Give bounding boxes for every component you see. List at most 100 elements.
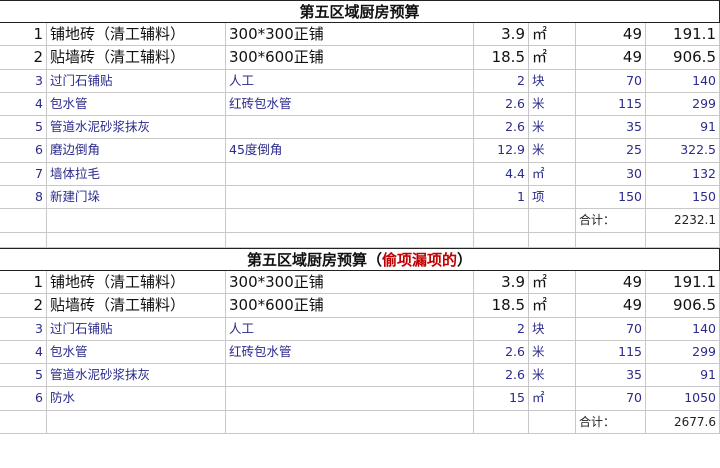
cell-unit-price[interactable]: 35 [576, 116, 646, 139]
cell-unit[interactable]: 米 [529, 364, 576, 387]
cell-amount[interactable]: 91 [646, 364, 720, 387]
cell-item-spec[interactable]: 300*300正铺 [226, 271, 474, 294]
cell-amount[interactable]: 132 [646, 162, 720, 186]
cell-item-name[interactable]: 贴墙砖（清工辅料） [47, 294, 226, 317]
cell-unit[interactable]: ㎡ [529, 46, 576, 69]
cell-quantity[interactable]: 2.6 [474, 364, 529, 387]
empty-cell[interactable] [226, 209, 474, 232]
cell-unit-price[interactable]: 70 [576, 317, 646, 340]
empty-cell[interactable] [47, 232, 226, 247]
empty-cell[interactable] [47, 410, 226, 434]
total-label[interactable]: 合计： [576, 410, 646, 434]
cell-item-spec[interactable]: 红砖包水管 [226, 92, 474, 116]
cell-item-spec[interactable]: 人工 [226, 69, 474, 92]
cell-item-name[interactable]: 墙体拉毛 [47, 162, 226, 186]
cell-item-spec[interactable] [226, 116, 474, 139]
total-label[interactable]: 合计： [576, 209, 646, 232]
empty-cell[interactable] [0, 232, 47, 247]
empty-cell[interactable] [529, 209, 576, 232]
cell-amount[interactable]: 299 [646, 340, 720, 364]
cell-amount[interactable]: 299 [646, 92, 720, 116]
cell-item-number[interactable]: 5 [0, 364, 47, 387]
cell-item-spec[interactable]: 人工 [226, 317, 474, 340]
cell-unit[interactable]: 项 [529, 186, 576, 209]
cell-quantity[interactable]: 18.5 [474, 46, 529, 69]
cell-amount[interactable]: 191.1 [646, 271, 720, 294]
empty-cell[interactable] [226, 410, 474, 434]
cell-quantity[interactable]: 2.6 [474, 116, 529, 139]
cell-item-name[interactable]: 包水管 [47, 92, 226, 116]
cell-unit[interactable]: 米 [529, 116, 576, 139]
cell-item-number[interactable]: 1 [0, 271, 47, 294]
cell-item-spec[interactable] [226, 364, 474, 387]
cell-quantity[interactable]: 1 [474, 186, 529, 209]
cell-item-spec[interactable] [226, 186, 474, 209]
empty-cell[interactable] [529, 232, 576, 247]
cell-unit-price[interactable]: 150 [576, 186, 646, 209]
cell-unit-price[interactable]: 30 [576, 162, 646, 186]
cell-unit[interactable]: ㎡ [529, 387, 576, 410]
cell-item-spec[interactable]: 300*600正铺 [226, 46, 474, 69]
cell-item-spec[interactable]: 红砖包水管 [226, 340, 474, 364]
cell-quantity[interactable]: 3.9 [474, 271, 529, 294]
cell-item-name[interactable]: 包水管 [47, 340, 226, 364]
cell-amount[interactable]: 906.5 [646, 46, 720, 69]
cell-quantity[interactable]: 4.4 [474, 162, 529, 186]
cell-amount[interactable]: 150 [646, 186, 720, 209]
cell-unit-price[interactable]: 49 [576, 294, 646, 317]
cell-item-number[interactable]: 5 [0, 116, 47, 139]
cell-item-spec[interactable]: 45度倒角 [226, 139, 474, 162]
cell-unit-price[interactable]: 35 [576, 364, 646, 387]
cell-item-name[interactable]: 铺地砖（清工辅料） [47, 23, 226, 46]
cell-unit[interactable]: 块 [529, 317, 576, 340]
cell-unit[interactable]: 块 [529, 69, 576, 92]
cell-unit[interactable]: ㎡ [529, 162, 576, 186]
cell-item-number[interactable]: 6 [0, 387, 47, 410]
cell-quantity[interactable]: 3.9 [474, 23, 529, 46]
cell-item-number[interactable]: 1 [0, 23, 47, 46]
cell-item-number[interactable]: 6 [0, 139, 47, 162]
cell-item-spec[interactable] [226, 387, 474, 410]
cell-unit-price[interactable]: 25 [576, 139, 646, 162]
empty-cell[interactable] [576, 232, 646, 247]
cell-unit-price[interactable]: 49 [576, 46, 646, 69]
cell-unit-price[interactable]: 70 [576, 69, 646, 92]
empty-cell[interactable] [226, 232, 474, 247]
cell-quantity[interactable]: 12.9 [474, 139, 529, 162]
cell-item-number[interactable]: 4 [0, 340, 47, 364]
empty-cell[interactable] [474, 209, 529, 232]
empty-cell[interactable] [474, 232, 529, 247]
empty-cell[interactable] [0, 410, 47, 434]
cell-amount[interactable]: 191.1 [646, 23, 720, 46]
empty-cell[interactable] [0, 209, 47, 232]
cell-item-spec[interactable]: 300*600正铺 [226, 294, 474, 317]
cell-unit[interactable]: ㎡ [529, 23, 576, 46]
cell-quantity[interactable]: 2 [474, 317, 529, 340]
total-value[interactable]: 2677.6 [646, 410, 720, 434]
cell-amount[interactable]: 140 [646, 69, 720, 92]
cell-item-name[interactable]: 铺地砖（清工辅料） [47, 271, 226, 294]
cell-item-name[interactable]: 防水 [47, 387, 226, 410]
total-value[interactable]: 2232.1 [646, 209, 720, 232]
cell-item-number[interactable]: 7 [0, 162, 47, 186]
empty-cell[interactable] [646, 232, 720, 247]
cell-amount[interactable]: 91 [646, 116, 720, 139]
cell-quantity[interactable]: 2 [474, 69, 529, 92]
cell-item-spec[interactable]: 300*300正铺 [226, 23, 474, 46]
cell-unit-price[interactable]: 49 [576, 23, 646, 46]
empty-cell[interactable] [474, 410, 529, 434]
cell-quantity[interactable]: 15 [474, 387, 529, 410]
cell-quantity[interactable]: 2.6 [474, 92, 529, 116]
cell-unit[interactable]: 米 [529, 139, 576, 162]
cell-unit-price[interactable]: 70 [576, 387, 646, 410]
cell-item-number[interactable]: 2 [0, 294, 47, 317]
cell-item-name[interactable]: 磨边倒角 [47, 139, 226, 162]
cell-item-name[interactable]: 贴墙砖（清工辅料） [47, 46, 226, 69]
cell-unit[interactable]: ㎡ [529, 294, 576, 317]
cell-amount[interactable]: 322.5 [646, 139, 720, 162]
cell-unit-price[interactable]: 115 [576, 92, 646, 116]
cell-unit[interactable]: ㎡ [529, 271, 576, 294]
empty-cell[interactable] [47, 209, 226, 232]
cell-quantity[interactable]: 2.6 [474, 340, 529, 364]
cell-item-name[interactable]: 过门石铺贴 [47, 317, 226, 340]
